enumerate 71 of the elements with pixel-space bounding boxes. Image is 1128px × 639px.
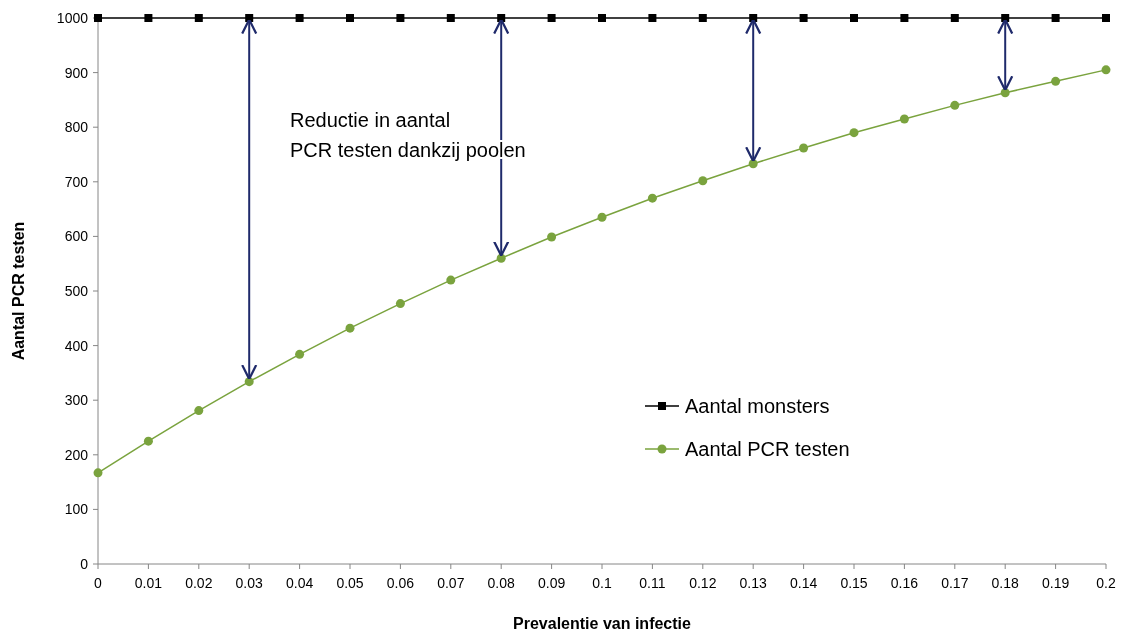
point xyxy=(900,14,909,22)
x-tick-label: 0.11 xyxy=(639,575,666,591)
point xyxy=(950,14,959,22)
point xyxy=(850,14,858,22)
point xyxy=(93,468,103,478)
x-tick-label: 0.07 xyxy=(437,575,465,591)
point xyxy=(1051,14,1060,22)
x-tick-label: 0.05 xyxy=(336,575,364,591)
y-tick-label: 100 xyxy=(64,501,89,518)
point xyxy=(547,232,557,242)
x-tick-label: 0.04 xyxy=(285,575,314,591)
point xyxy=(143,436,153,446)
point xyxy=(396,14,405,22)
x-tick-label: 0.02 xyxy=(185,575,213,591)
x-tick-label: 0.19 xyxy=(1041,575,1070,591)
y-tick-label: 300 xyxy=(64,392,89,409)
point xyxy=(1051,76,1061,86)
x-tick-label: 0.17 xyxy=(941,575,969,591)
point xyxy=(799,14,808,22)
point xyxy=(849,128,859,138)
point xyxy=(446,14,455,22)
x-tick-label: 0.14 xyxy=(789,575,818,591)
legend-label: Aantal PCR testen xyxy=(685,438,850,460)
x-tick-label: 0.16 xyxy=(890,575,919,591)
y-tick-label: 200 xyxy=(64,446,89,463)
point xyxy=(648,14,657,22)
x-tick-label: 0.15 xyxy=(840,575,868,591)
point xyxy=(395,299,405,309)
point xyxy=(144,14,153,22)
x-tick-label: 0.1 xyxy=(592,575,612,591)
point xyxy=(597,212,607,222)
point xyxy=(295,14,304,22)
point xyxy=(1101,65,1111,75)
y-tick-label: 600 xyxy=(64,228,89,245)
x-tick-label: 0.03 xyxy=(235,575,264,591)
y-tick-label: 0 xyxy=(80,556,89,572)
x-tick-label: 0.2 xyxy=(1096,575,1116,591)
point xyxy=(799,143,809,153)
point xyxy=(446,275,456,285)
y-tick-label: 700 xyxy=(64,173,89,190)
point xyxy=(748,159,758,169)
x-tick-label: 0.18 xyxy=(991,575,1020,591)
y-axis-title: Aantal PCR testen xyxy=(10,221,27,361)
point xyxy=(346,14,354,22)
point xyxy=(1000,88,1010,98)
y-tick-label: 1000 xyxy=(56,10,89,26)
x-tick-label: 0.08 xyxy=(487,575,516,591)
y-tick-label: 500 xyxy=(64,283,89,299)
point xyxy=(950,100,960,110)
x-tick-label: 0.01 xyxy=(134,575,163,591)
point xyxy=(1102,14,1110,22)
point xyxy=(899,114,909,124)
legend-label: Aantal monsters xyxy=(685,395,830,417)
point xyxy=(647,193,657,203)
point xyxy=(295,349,305,359)
x-tick-label: 0.13 xyxy=(739,575,768,591)
x-tick-label: 0 xyxy=(94,575,103,591)
point xyxy=(598,14,606,22)
point xyxy=(345,323,355,333)
point xyxy=(547,14,556,22)
y-tick-label: 900 xyxy=(64,64,89,81)
point xyxy=(194,14,203,22)
point xyxy=(698,176,708,186)
x-axis-title: Prevalentie van infectie xyxy=(513,615,692,632)
x-tick-label: 0.09 xyxy=(537,575,566,591)
x-tick-label: 0.12 xyxy=(689,575,717,591)
x-tick-label: 0.06 xyxy=(386,575,415,591)
point xyxy=(194,406,204,416)
y-tick-label: 800 xyxy=(64,119,89,136)
point xyxy=(698,14,707,22)
y-tick-label: 400 xyxy=(64,337,89,354)
